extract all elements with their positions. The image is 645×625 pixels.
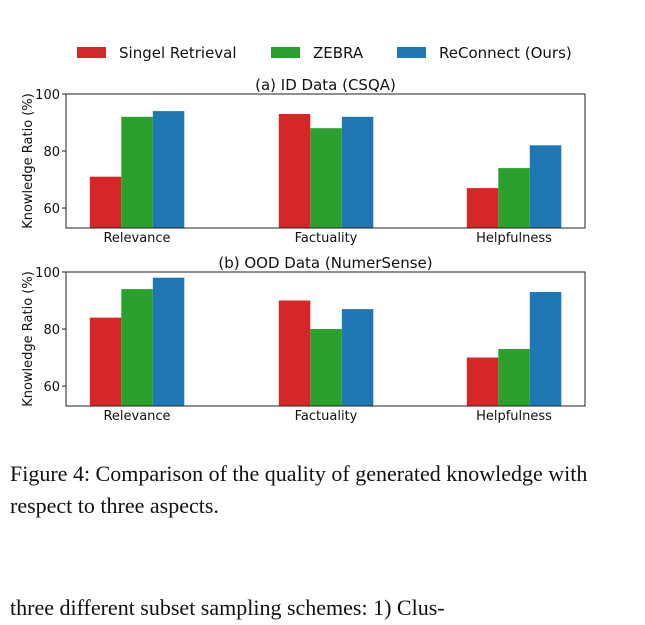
x-tick-label: Relevance	[103, 409, 170, 424]
y-tick-label: 60	[43, 380, 60, 395]
bar	[341, 309, 374, 406]
y-tick-label: 60	[43, 202, 60, 217]
figure: Singel Retrieval ZEBRA ReConnect (Ours) 60…	[21, 44, 586, 424]
chart-panel-b: 60 80 100 Relevance Factuality Helpfulness (b)…	[21, 254, 586, 424]
y-tick-label: 80	[43, 323, 60, 338]
bar	[89, 176, 122, 228]
bar	[278, 300, 311, 406]
bar	[152, 277, 185, 406]
figure-caption: Figure 4: Comparison of the quality of g…	[10, 461, 588, 518]
x-tick-label: Factuality	[295, 231, 358, 246]
body-text: three different subset sampling schemes:…	[10, 595, 445, 620]
legend-swatch	[77, 47, 106, 58]
legend-label: ReConnect (Ours)	[439, 44, 572, 62]
legend-label: ZEBRA	[313, 44, 364, 62]
bar	[310, 128, 342, 228]
bar	[466, 357, 499, 406]
bar	[529, 145, 562, 228]
bar	[310, 329, 342, 406]
bar	[121, 289, 153, 406]
bar	[152, 111, 185, 228]
chart-panel-a: 60 80 100 Relevance Factuality Helpfulness (a)…	[21, 76, 586, 246]
y-axis-label: Knowledge Ratio (%)	[21, 93, 36, 229]
legend-swatch	[397, 47, 426, 58]
y-tick-label: 100	[35, 266, 60, 281]
bar	[341, 116, 374, 228]
y-tick-label: 100	[35, 88, 60, 103]
legend-swatch	[271, 47, 300, 58]
x-tick-label: Helpfulness	[476, 231, 552, 246]
bar	[498, 349, 530, 406]
bar	[529, 292, 562, 406]
x-tick-label: Helpfulness	[476, 409, 552, 424]
legend-label: Singel Retrieval	[119, 44, 237, 62]
plot-frame	[65, 93, 586, 229]
plot-frame	[65, 271, 586, 407]
x-tick-label: Relevance	[103, 231, 170, 246]
legend: Singel Retrieval ZEBRA ReConnect (Ours)	[77, 44, 572, 62]
panel-title: (a) ID Data (CSQA)	[255, 76, 396, 94]
y-tick-label: 80	[43, 145, 60, 160]
y-axis-label: Knowledge Ratio (%)	[21, 271, 36, 407]
bar	[89, 317, 122, 406]
bar	[121, 116, 153, 228]
bar	[278, 114, 311, 228]
bar	[498, 168, 530, 228]
bar	[466, 188, 499, 228]
x-tick-label: Factuality	[295, 409, 358, 424]
panel-title: (b) OOD Data (NumerSense)	[218, 254, 432, 272]
